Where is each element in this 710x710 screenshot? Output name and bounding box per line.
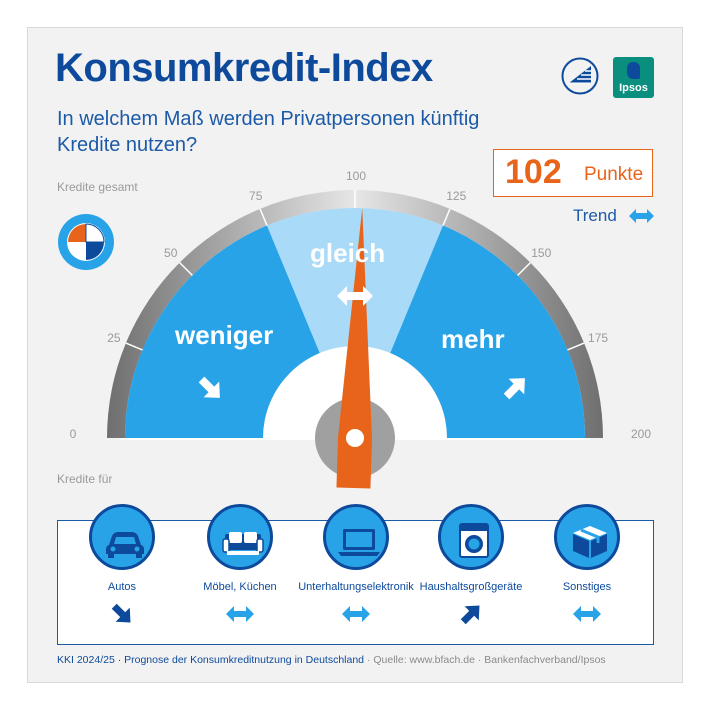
tick-label: 175 — [588, 330, 609, 345]
segment-arrow-down-icon — [198, 376, 220, 398]
tick-label: 200 — [630, 427, 652, 441]
category-trend-both-icon — [342, 606, 370, 622]
laptop-icon — [323, 504, 389, 570]
car-icon — [89, 504, 155, 570]
category-label: Autos — [107, 581, 137, 593]
trend-both-arrow-icon — [629, 209, 654, 223]
label-kredite-gesamt: Kredite gesamt — [57, 180, 138, 194]
tick-label: 125 — [446, 188, 467, 203]
segment-arrow-up-icon — [503, 378, 525, 400]
category-label: Haushaltsgroßgeräte — [419, 581, 523, 593]
segment-label-weniger: weniger — [175, 320, 274, 350]
category-trend-up-icon — [460, 605, 480, 625]
category-label: Möbel, Küchen — [203, 581, 277, 593]
tick-label: 25 — [107, 330, 121, 345]
subtitle: In welchem Maß werden Privatpersonen kün… — [57, 108, 480, 156]
gauge-tick-mark — [179, 262, 193, 276]
page-title: Konsumkredit-Index — [55, 46, 433, 90]
box-icon — [554, 504, 620, 570]
washing-machine-icon — [438, 504, 504, 570]
footer-main: KKI 2024/25 · Prognose der Konsumkreditn… — [57, 654, 365, 666]
label-kredite-fuer: Kredite für — [57, 472, 113, 486]
needle-center-dot — [346, 429, 364, 447]
pie-chart-icon — [58, 214, 114, 270]
gauge-tick-mark — [567, 342, 585, 351]
segment-label-gleich: gleich — [310, 238, 386, 268]
category-label: Sonstiges — [562, 581, 612, 593]
category-trend-both-icon — [226, 606, 254, 622]
category-trend-both-icon — [573, 606, 601, 622]
bfach-logo — [561, 57, 599, 95]
score-unit: Punkte — [584, 164, 644, 185]
gauge-needle — [336, 208, 372, 489]
tick-label: 75 — [249, 188, 263, 203]
trend-label: Trend — [573, 206, 617, 225]
score-box: 102 Punkte — [493, 149, 653, 197]
category-label: Unterhaltungselektronik — [298, 581, 414, 593]
gauge-tick-mark — [517, 262, 531, 276]
segment-arrow-both-icon — [337, 286, 373, 306]
footer: KKI 2024/25 · Prognose der Konsumkreditn… — [57, 654, 606, 666]
gauge-tick-mark — [125, 342, 143, 351]
segment-label-mehr: mehr — [441, 324, 505, 354]
gauge-chart — [107, 190, 603, 489]
ipsos-logo: Ipsos — [613, 57, 654, 98]
tick-label: 100 — [345, 169, 367, 183]
gauge-tick-mark — [259, 208, 268, 226]
tick-label: 50 — [164, 245, 178, 260]
sofa-icon — [207, 504, 273, 570]
footer-source: · Quelle: www.bfach.de · Bankenfachverba… — [364, 654, 606, 666]
gauge-tick-mark — [442, 208, 451, 226]
category-trend-down-icon — [111, 603, 131, 623]
score-value: 102 — [505, 153, 562, 191]
tick-label: 150 — [531, 245, 552, 260]
tick-label: 0 — [69, 427, 77, 441]
